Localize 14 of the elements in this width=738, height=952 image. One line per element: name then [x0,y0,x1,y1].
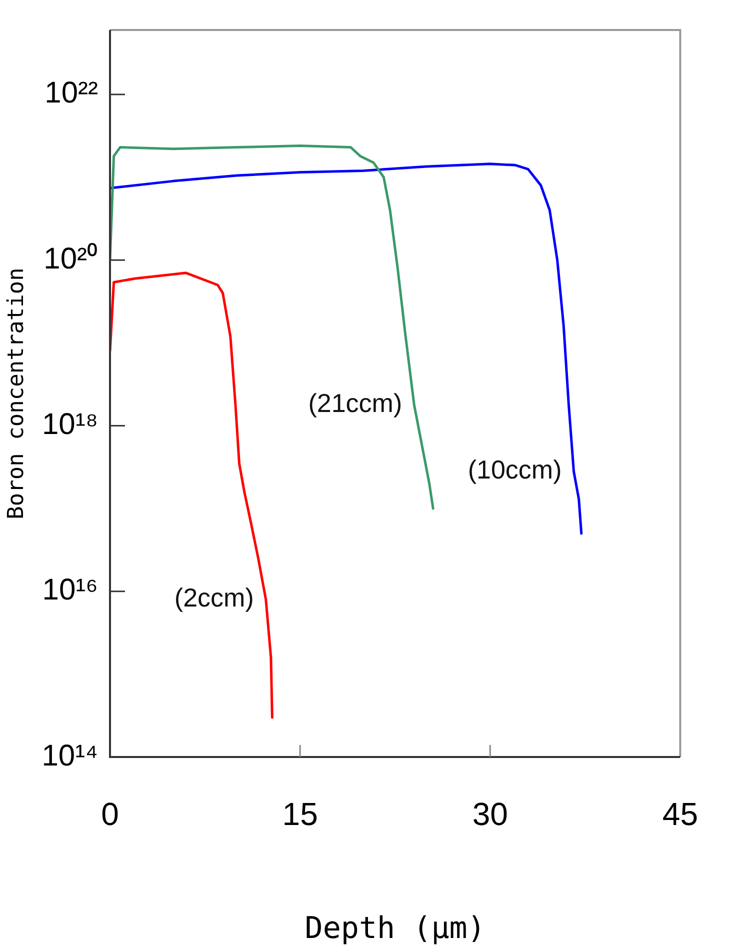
y-tick-label: 10¹⁸ [42,408,98,441]
y-tick-label: 10²⁰ [44,242,98,276]
x-axis-title: Depth (μm) [304,910,486,946]
series-label: (2ccm) [174,582,254,613]
y-tick-label: 10¹⁴ [42,739,98,772]
y-tick-label: 10²² [44,76,98,110]
series-label: (10ccm) [468,454,562,485]
x-tick-label: 30 [472,796,508,832]
x-tick-label: 0 [101,796,119,832]
x-tick-label: 45 [662,796,698,832]
x-tick-label: 15 [282,796,318,832]
y-axis-title: Boron concentration [4,268,29,520]
y-tick-label: 10¹⁶ [42,574,98,607]
series-label: (21ccm) [308,388,402,418]
